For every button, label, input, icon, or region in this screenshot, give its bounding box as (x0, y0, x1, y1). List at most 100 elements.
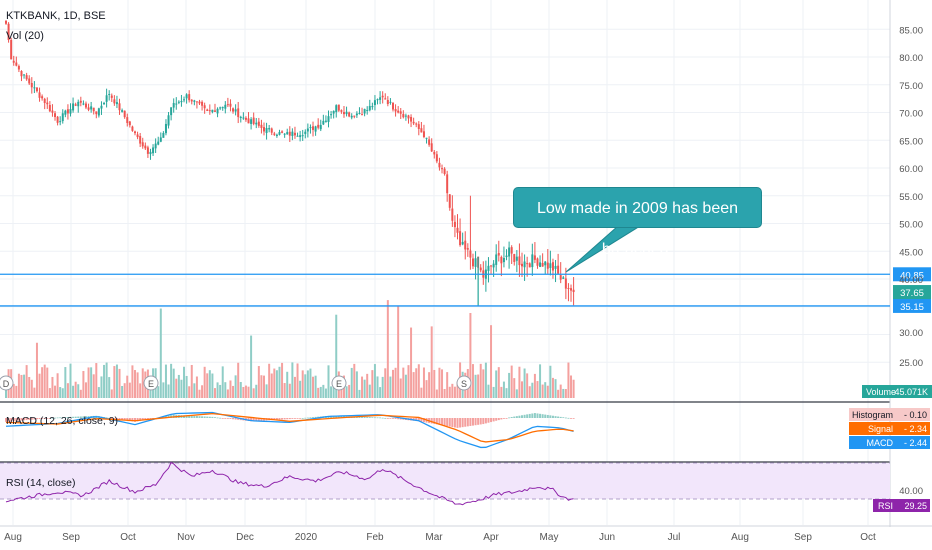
histogram-bar (448, 418, 451, 427)
volume-bar (82, 370, 85, 398)
histogram-bar (389, 418, 392, 419)
volume-bar (288, 383, 291, 398)
x-tick-label: Nov (177, 532, 195, 543)
y-tick-label: 75.00 (899, 81, 923, 92)
candle-body (35, 87, 38, 92)
volume-bar (557, 389, 560, 398)
histogram-bar (278, 418, 281, 420)
candle-body (518, 256, 521, 266)
histogram-bar (134, 418, 136, 422)
histogram-bar (10, 418, 13, 422)
histogram-bar (492, 418, 495, 422)
histogram-bar (128, 418, 131, 422)
candle-body (340, 110, 343, 112)
histogram-bar (500, 418, 503, 420)
candle-body (345, 111, 348, 115)
candle-body (195, 101, 198, 103)
volume-bar (84, 382, 87, 398)
volume-bar (41, 367, 44, 398)
volume-bar (229, 380, 232, 398)
legend-bg (849, 422, 930, 435)
candle-body (461, 241, 464, 245)
histogram-bar (43, 418, 46, 419)
candle-body (324, 120, 327, 122)
event-marker-label: S (461, 379, 467, 389)
histogram-bar (193, 415, 196, 418)
candle-body (188, 94, 191, 101)
candle-body (536, 258, 539, 266)
candle-body (417, 124, 420, 129)
candle-body (51, 110, 54, 113)
histogram-bar (208, 416, 211, 418)
volume-bar (312, 376, 315, 398)
histogram-bar (82, 416, 85, 418)
volume-bar (536, 381, 539, 398)
candle-body (252, 117, 255, 124)
histogram-bar (526, 414, 529, 418)
volume-bar (219, 384, 222, 398)
volume-bar (539, 364, 542, 398)
histogram-bar (521, 415, 523, 418)
price-label-bg (893, 267, 931, 282)
volume-value: 45.071K (894, 387, 928, 397)
y-tick-label: 70.00 (899, 109, 923, 120)
histogram-bar (38, 418, 41, 419)
candle-body (239, 116, 242, 118)
volume-bar (567, 362, 570, 398)
candle-body (564, 278, 567, 289)
candle-body (61, 113, 64, 122)
volume-bar (521, 381, 523, 398)
candle-body (69, 109, 72, 114)
histogram-bar (23, 418, 26, 421)
histogram-bar (502, 418, 505, 419)
candle-body (118, 103, 121, 111)
histogram-bar (397, 418, 400, 420)
histogram-bar (291, 418, 294, 419)
candle-body (247, 118, 250, 124)
signal-line (5, 412, 574, 443)
volume-bar (299, 380, 302, 398)
volume-bar (281, 362, 284, 398)
candle-body (314, 126, 317, 132)
candle-body (180, 100, 183, 103)
candle-body (487, 265, 490, 271)
volume-bar (141, 368, 144, 398)
candle-body (97, 108, 100, 116)
histogram-bar (337, 416, 340, 418)
histogram-bar (234, 418, 237, 420)
candle-body (66, 109, 69, 114)
rsi-label-bg (873, 499, 930, 512)
volume-bar (570, 375, 573, 398)
volume-bar (208, 370, 211, 398)
volume-bar (330, 386, 333, 398)
candle-body (172, 103, 175, 108)
candle-body (392, 102, 394, 110)
histogram-bar (459, 418, 462, 428)
histogram-bar (237, 418, 240, 420)
histogram-bar (394, 418, 397, 419)
candle-body (471, 258, 474, 267)
candle-body (404, 115, 407, 117)
volume-bar (121, 385, 124, 398)
volume-bar (239, 382, 242, 398)
volume-bar (376, 376, 379, 398)
price-label: 40.85 (900, 270, 924, 281)
x-tick-label: Feb (366, 532, 384, 543)
candle-body (15, 62, 18, 66)
histogram-bar (557, 416, 560, 418)
candle-body (95, 111, 98, 115)
candle-body (500, 256, 503, 264)
candle-body (273, 133, 276, 135)
histogram-bar (232, 418, 235, 420)
annotation-callout[interactable]: Low made in 2009 has been breached. (513, 187, 762, 258)
volume-bar (572, 379, 575, 398)
volume-bar (384, 368, 387, 398)
volume-bar (293, 376, 296, 398)
candle-body (355, 113, 358, 116)
candle-body (177, 101, 180, 103)
volume-bar (497, 367, 500, 398)
histogram-bar (381, 417, 384, 419)
candle-body (464, 240, 467, 250)
histogram-bar (136, 418, 139, 422)
x-tick-label: 2020 (295, 532, 318, 543)
